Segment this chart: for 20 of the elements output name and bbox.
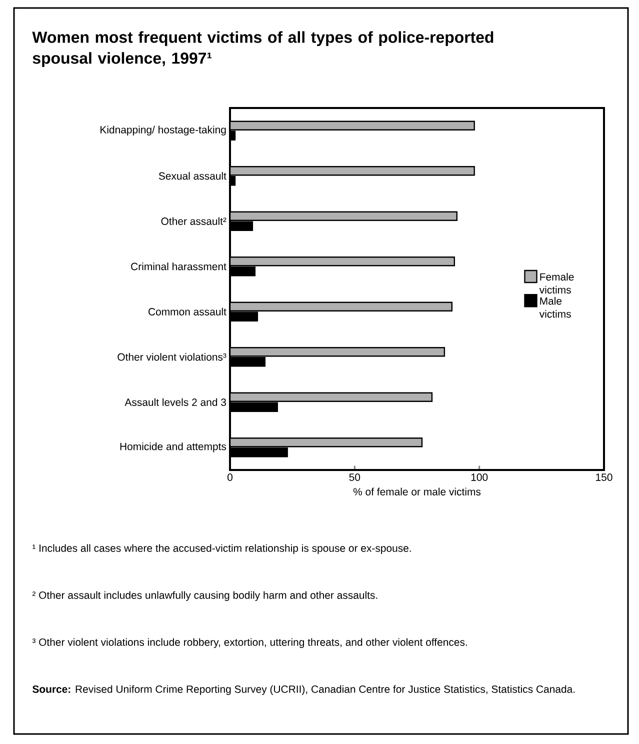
x-axis-title: % of female or male victims bbox=[353, 488, 481, 496]
y-tick-label: Sexual assault bbox=[158, 172, 226, 180]
x-tick-label: 150 bbox=[596, 474, 612, 481]
chart-title: Women most frequent victims of all types of police-reported spousal violence, 1997¹ bbox=[32, 31, 494, 67]
x-tick-label: 100 bbox=[471, 474, 488, 481]
y-tick-label: Common assault bbox=[148, 308, 226, 316]
text: ² Other assault includes unlawfully causing bodily harm and other assaults. bbox=[32, 591, 378, 601]
text: ¹ Includes all cases where the accused-victim relationship is spouse or ex-spouse. bbox=[32, 544, 411, 554]
x-tick-label: 0 bbox=[227, 474, 232, 481]
text: ³ Other violent violations include robbery, extortion, uttering threats, and other violent offences. bbox=[32, 638, 467, 648]
x-tick-label: 50 bbox=[349, 474, 360, 481]
legend-label: Male victims bbox=[539, 297, 571, 318]
y-tick-label: Homicide and attempts bbox=[120, 442, 226, 452]
y-tick-label: Kidnapping/ hostage-taking bbox=[100, 126, 226, 136]
y-tick-label: Assault levels 2 and 3 bbox=[124, 398, 226, 406]
y-tick-label: Other violent violations³ bbox=[118, 353, 226, 361]
text: Source: Revised Uniform Crime Reporting Survey (UCRII), Canadian Centre for Justice Statistics, Statistics Canada. bbox=[32, 685, 575, 695]
y-tick-label: Other assault² bbox=[161, 217, 226, 225]
y-tick-label: Criminal harassment bbox=[131, 262, 226, 270]
legend-label: Female victims bbox=[539, 272, 574, 294]
